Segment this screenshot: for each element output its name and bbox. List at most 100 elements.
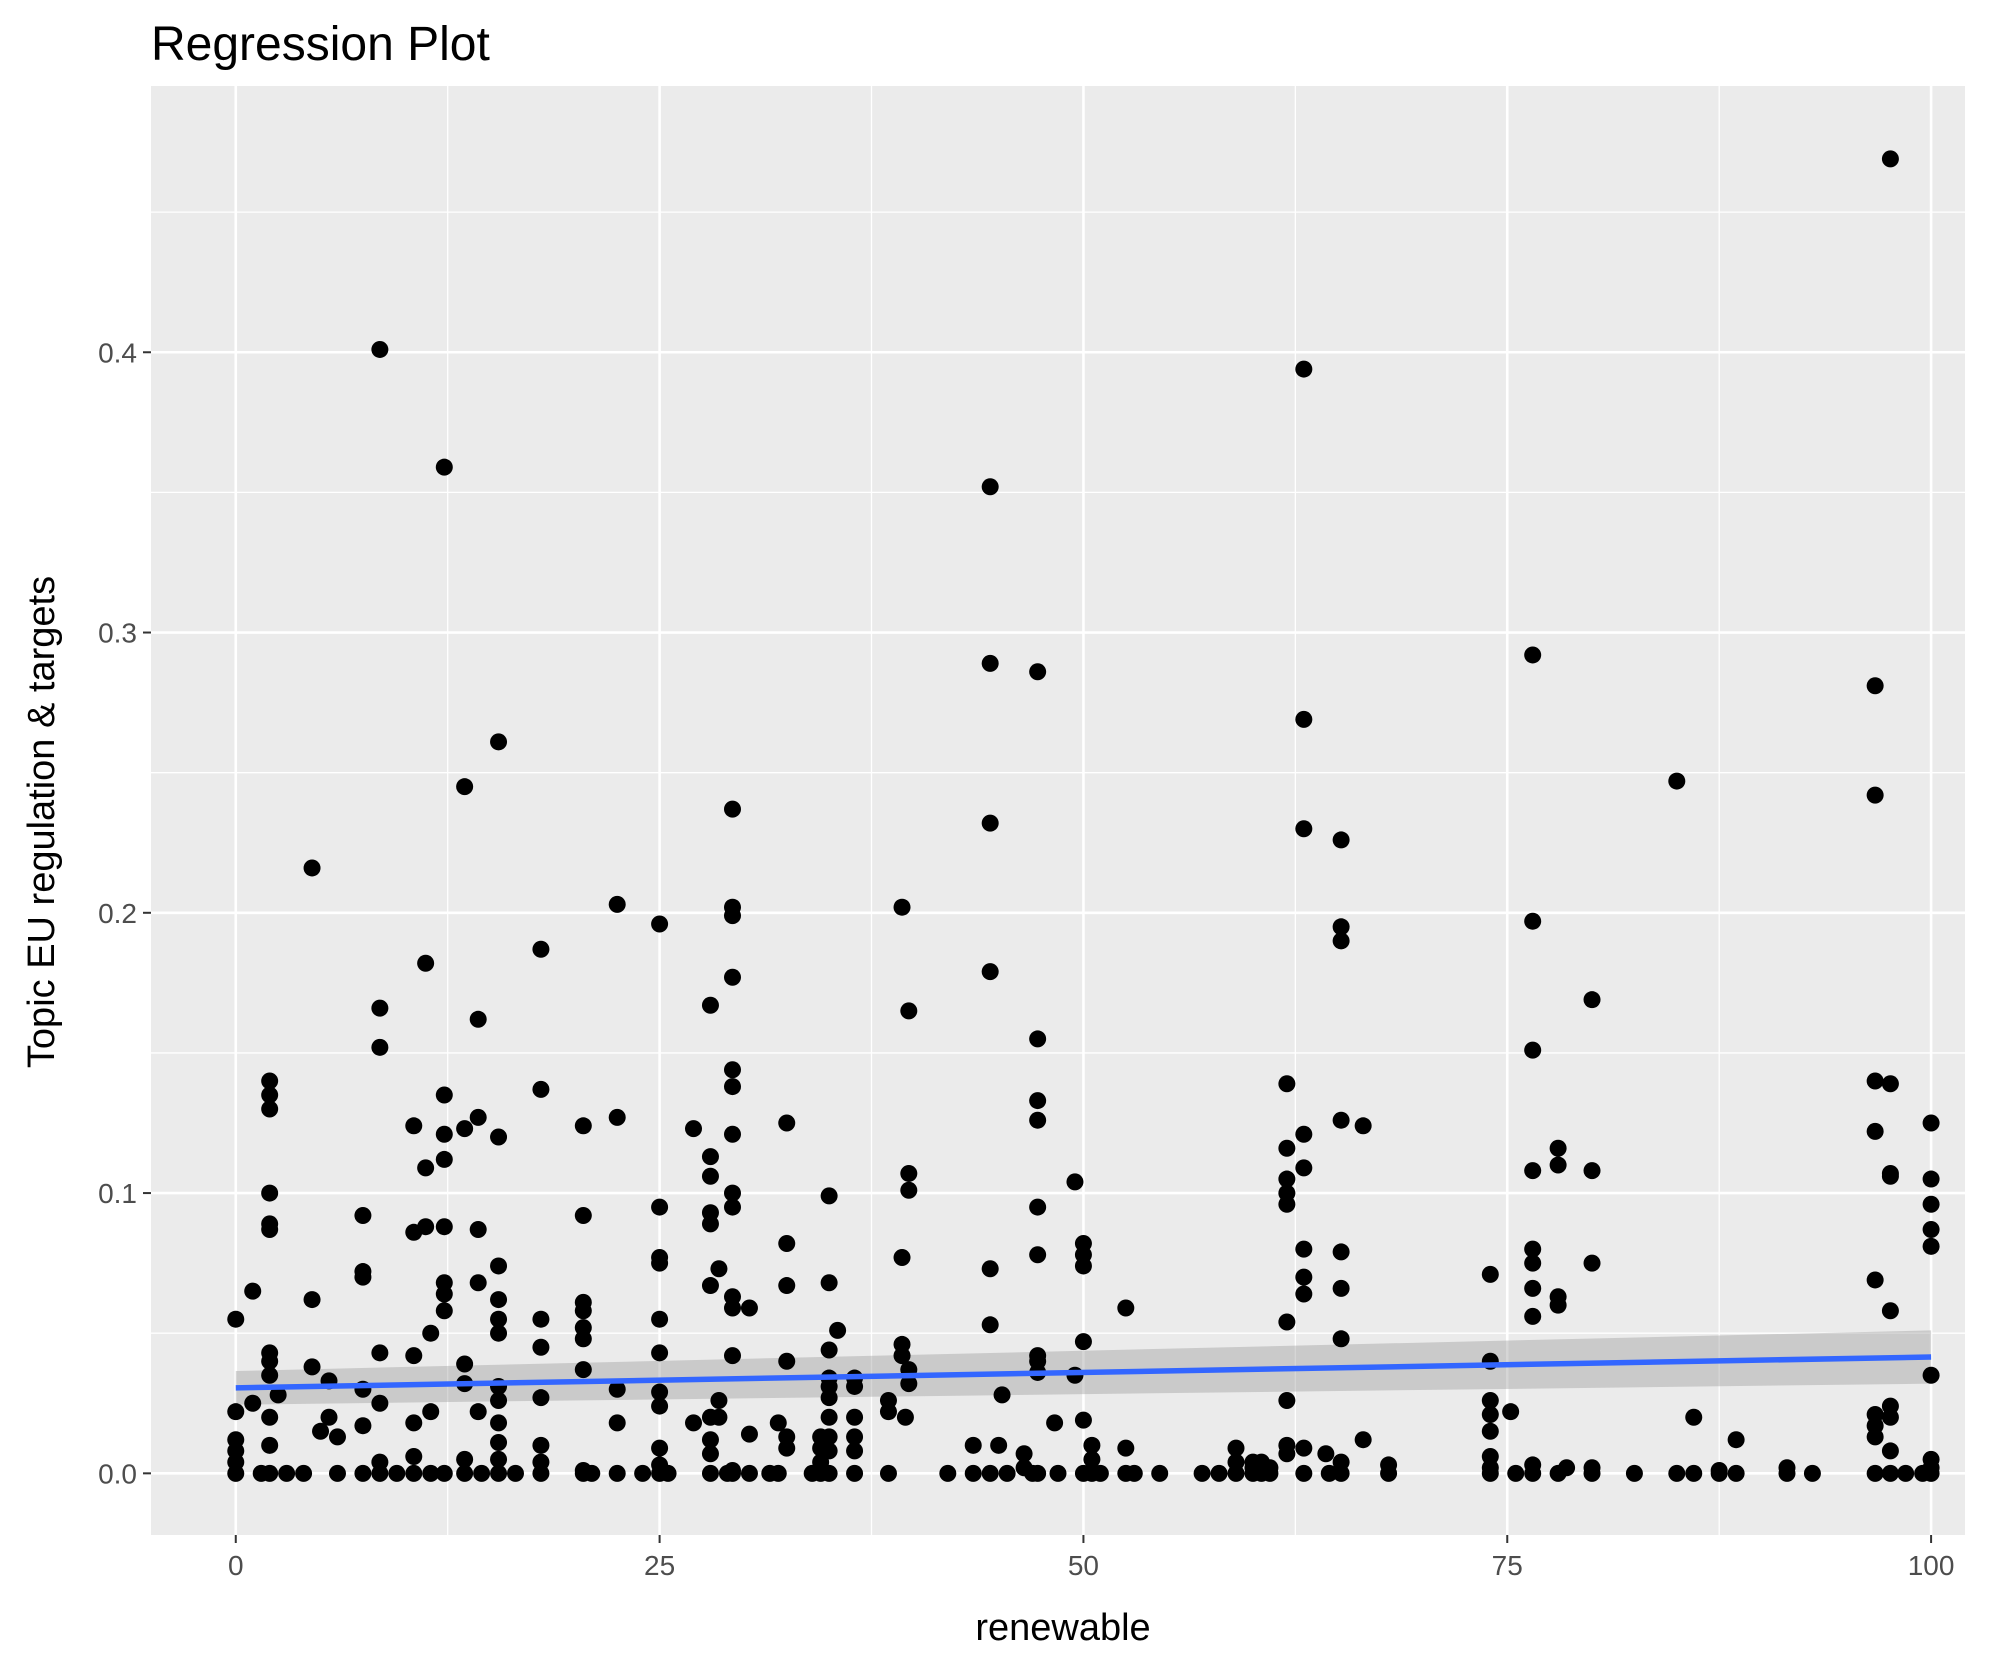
data-point [278, 1464, 296, 1482]
data-point [740, 1464, 758, 1482]
data-point [244, 1282, 262, 1300]
data-point [1029, 1092, 1047, 1110]
data-point [769, 1464, 787, 1482]
data-point [1583, 1254, 1601, 1272]
data-point [981, 1260, 999, 1278]
data-point [320, 1408, 338, 1426]
data-point [1668, 1464, 1686, 1482]
data-point [1549, 1296, 1567, 1314]
data-point [1922, 1195, 1940, 1213]
plot-panel [151, 86, 1965, 1535]
data-point [422, 1464, 440, 1482]
data-point [1049, 1464, 1067, 1482]
data-point [1507, 1464, 1525, 1482]
data-point [1278, 1313, 1296, 1331]
data-point [1117, 1439, 1135, 1457]
data-point [701, 1464, 719, 1482]
data-point [701, 1167, 719, 1185]
x-tick-label: 25 [644, 1550, 675, 1581]
data-point [1261, 1464, 1279, 1482]
data-point [820, 1428, 838, 1446]
data-point [490, 1434, 508, 1452]
data-point [820, 1408, 838, 1426]
data-point [1922, 1221, 1940, 1239]
data-point [490, 1291, 508, 1309]
data-point [723, 1125, 741, 1143]
data-point [422, 1324, 440, 1342]
data-point [1354, 1117, 1372, 1135]
minor-gridlines [151, 86, 1965, 1535]
data-point [1125, 1464, 1143, 1482]
data-point [574, 1361, 592, 1379]
data-point [261, 1184, 279, 1202]
data-point [710, 1408, 728, 1426]
data-point [1278, 1445, 1296, 1463]
data-point [1481, 1464, 1499, 1482]
data-point [405, 1464, 423, 1482]
data-point [456, 1355, 474, 1373]
data-point [1046, 1414, 1064, 1432]
data-point [1727, 1431, 1745, 1449]
data-point [1332, 831, 1350, 849]
data-point [723, 1198, 741, 1216]
data-point [710, 1391, 728, 1409]
chart-title: Regression Plot [151, 18, 490, 71]
data-point [417, 954, 435, 972]
data-point [532, 1310, 550, 1328]
data-point [1227, 1464, 1245, 1482]
data-point [1295, 1285, 1313, 1303]
data-point [1083, 1436, 1101, 1454]
data-point [490, 1128, 508, 1146]
data-point [1549, 1139, 1567, 1157]
data-point [490, 1257, 508, 1275]
data-point [608, 895, 626, 913]
data-point [574, 1117, 592, 1135]
data-point [1117, 1299, 1135, 1317]
x-tick-label: 0 [228, 1550, 244, 1581]
data-point [685, 1414, 703, 1432]
data-point [740, 1299, 758, 1317]
data-point [435, 1302, 453, 1320]
data-point [1866, 1271, 1884, 1289]
data-point [1295, 710, 1313, 728]
data-point [893, 1249, 911, 1267]
data-point [608, 1414, 626, 1432]
y-tick-label: 0.4 [98, 337, 137, 368]
data-point [1295, 1439, 1313, 1457]
y-tick-label: 0.0 [98, 1458, 137, 1489]
data-point [981, 654, 999, 672]
data-point [1074, 1257, 1092, 1275]
data-point [1227, 1439, 1245, 1457]
data-point [723, 1299, 741, 1317]
data-point [261, 1352, 279, 1370]
data-point [574, 1302, 592, 1320]
data-point [1524, 1162, 1542, 1180]
data-point [1866, 677, 1884, 695]
data-point [1803, 1464, 1821, 1482]
data-point [846, 1464, 864, 1482]
data-point [1866, 1072, 1884, 1090]
data-point [1881, 1442, 1899, 1460]
data-point [1524, 1279, 1542, 1297]
data-point [354, 1268, 372, 1286]
data-point [371, 340, 389, 358]
data-point [244, 1394, 262, 1412]
data-point [261, 1366, 279, 1384]
data-point [1524, 1240, 1542, 1258]
data-point [1029, 1246, 1047, 1264]
y-tick-label: 0.3 [98, 618, 137, 649]
data-point [1583, 1464, 1601, 1482]
data-point [1354, 1431, 1372, 1449]
data-point [1332, 918, 1350, 936]
data-point [469, 1010, 487, 1028]
data-point [778, 1277, 796, 1295]
data-point [820, 1341, 838, 1359]
data-point [778, 1439, 796, 1457]
data-point [651, 1344, 669, 1362]
x-tick-label: 50 [1068, 1550, 1099, 1581]
data-point [303, 1291, 321, 1309]
data-point [456, 1450, 474, 1468]
x-axis-title: renewable [975, 1607, 1150, 1649]
data-point [1029, 663, 1047, 681]
data-point [435, 1285, 453, 1303]
